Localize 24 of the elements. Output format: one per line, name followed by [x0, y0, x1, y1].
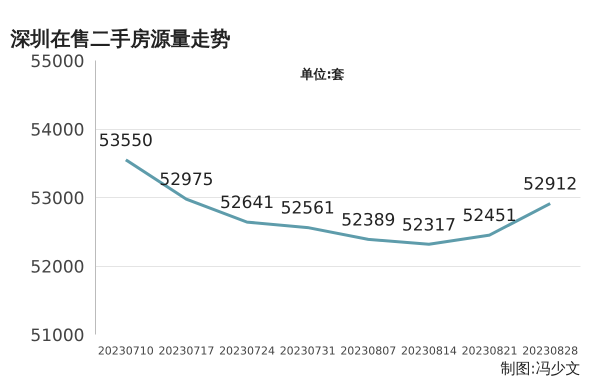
y-tick-label: 51000 [30, 326, 85, 346]
data-label: 52561 [280, 198, 335, 219]
x-tick-label: 20230717 [158, 344, 214, 358]
x-tick-label: 20230731 [280, 344, 336, 358]
data-label: 52451 [462, 206, 517, 226]
y-tick-label: 52000 [30, 258, 85, 278]
data-label: 52912 [523, 174, 578, 195]
data-label: 52317 [402, 215, 456, 236]
x-tick-label: 20230710 [98, 344, 154, 358]
y-tick-label: 53000 [30, 189, 85, 209]
chart-title: 深圳在售二手房源量走势 [10, 26, 230, 50]
data-label: 52975 [159, 170, 214, 190]
x-tick-label: 20230828 [522, 344, 578, 358]
x-tick-label: 20230814 [400, 344, 457, 358]
x-tick-label: 20230724 [219, 344, 276, 358]
data-label: 52641 [220, 193, 274, 214]
x-tick-label: 20230807 [340, 344, 396, 358]
data-label: 53550 [98, 130, 153, 151]
y-tick-label: 54000 [30, 120, 85, 140]
text: 单位:套 [300, 66, 345, 82]
data-label: 52389 [341, 210, 396, 230]
x-tick-label: 20230821 [462, 344, 518, 358]
y-tick-label: 55000 [30, 52, 85, 72]
text: 制图:冯少文 [500, 360, 581, 377]
